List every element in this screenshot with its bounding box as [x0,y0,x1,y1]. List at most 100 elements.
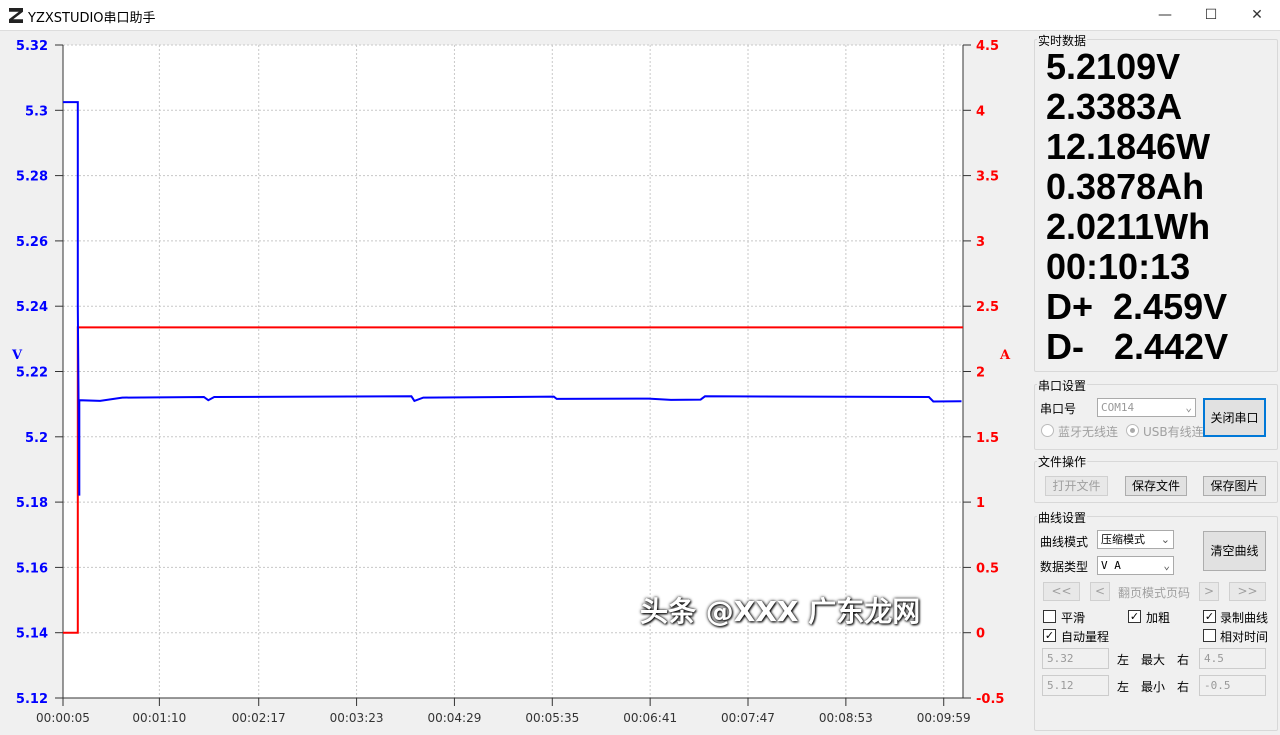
y-tick-label: 5.22 [16,366,48,381]
max-right-input[interactable]: 4.5 [1199,648,1266,669]
close-port-button[interactable]: 关闭串口 [1203,398,1266,437]
y-tick-label: 5.24 [16,300,48,315]
port-select[interactable]: COM14 ⌄ [1097,398,1196,417]
max-label: 最大 [1141,653,1166,667]
data-type-value: V A [1101,559,1121,572]
watermark: 头条 @XXX 广东龙网 [640,595,921,628]
bluetooth-radio[interactable] [1041,424,1054,437]
curve-mode-select[interactable]: 压缩模式 ⌄ [1097,530,1174,549]
x-tick-label: 00:05:35 [525,711,579,725]
max-left-input[interactable]: 5.32 [1042,648,1109,669]
y2-axis-label: A [999,348,1011,363]
y2-tick-label: 2 [976,366,985,381]
x-tick-label: 00:04:29 [427,711,481,725]
file-group [1034,461,1278,503]
relative-time-label: 相对时间 [1220,630,1269,644]
app-logo-icon [9,8,23,23]
realtime-value: 2.0211Wh [1046,206,1211,247]
realtime-value: D- 2.442V [1046,326,1229,367]
window-title: YZXSTUDIO串口助手 [28,11,156,26]
voltage-series-line [63,101,962,496]
x-tick-label: 00:01:10 [132,711,186,725]
y-tick-label: 5.2 [25,431,48,446]
close-button[interactable]: ✕ [1251,7,1263,23]
page-label: 翻页模式页码 [1118,586,1191,600]
bold-checkbox[interactable]: ✓ [1128,610,1141,623]
auto-range-label: 自动量程 [1061,630,1110,644]
realtime-title: 实时数据 [1037,32,1088,49]
y-tick-label: 5.28 [16,170,48,185]
last-page-button[interactable]: >> [1229,582,1266,601]
smooth-label: 平滑 [1061,611,1086,625]
x-tick-label: 00:07:47 [721,711,775,725]
x-tick-label: 00:09:59 [917,711,971,725]
min-right-input[interactable]: -0.5 [1199,675,1266,696]
port-label: 串口号 [1040,402,1077,416]
y2-tick-label: 1 [976,496,985,511]
next-page-button[interactable]: > [1199,582,1219,601]
serial-group [1034,384,1278,450]
x-tick-label: 00:06:41 [623,711,677,725]
open-file-button[interactable]: 打开文件 [1045,476,1108,496]
current-series-line [63,326,963,634]
y2-tick-label: 1.5 [976,431,999,446]
usb-radio[interactable] [1126,424,1139,437]
realtime-value: 00:10:13 [1046,246,1191,287]
curve-group [1034,516,1278,731]
save-file-button[interactable]: 保存文件 [1125,476,1187,496]
y2-tick-label: 4 [976,104,985,119]
y-tick-label: 5.16 [16,561,48,576]
min-left-label: 左 [1117,680,1130,694]
y-tick-label: 5.12 [16,692,48,707]
curve-mode-value: 压缩模式 [1101,533,1145,546]
relative-time-checkbox[interactable] [1203,629,1216,642]
check-icon: ✓ [1204,610,1215,623]
x-tick-label: 00:03:23 [330,711,384,725]
bluetooth-label: 蓝牙无线连 [1058,425,1119,439]
realtime-value: 2.3383A [1046,86,1183,127]
y-tick-label: 5.32 [16,39,48,54]
chevron-down-icon: ⌄ [1185,401,1192,414]
y2-tick-label: 3.5 [976,170,999,185]
realtime-value: 12.1846W [1046,126,1211,167]
usb-label: USB有线连 [1143,425,1204,439]
port-value: COM14 [1101,401,1135,414]
max-right-label: 右 [1177,653,1190,667]
minimize-button[interactable]: — [1158,7,1172,23]
y-tick-label: 5.14 [16,627,48,642]
first-page-button[interactable]: << [1043,582,1080,601]
title-bar: YZXSTUDIO串口助手 — ☐ ✕ [0,0,1280,31]
check-icon: ✓ [1044,629,1055,642]
realtime-value: D+ 2.459V [1046,286,1228,327]
y2-tick-label: 0 [976,627,985,642]
maximize-button[interactable]: ☐ [1204,7,1218,23]
bold-label: 加粗 [1146,611,1171,625]
chevron-down-icon: ⌄ [1163,559,1170,572]
y2-tick-label: 2.5 [976,300,999,315]
x-tick-label: 00:02:17 [232,711,286,725]
chevron-down-icon: ⌄ [1160,533,1170,546]
record-checkbox[interactable]: ✓ [1203,610,1216,623]
y2-tick-label: -0.5 [976,692,1004,707]
y-tick-label: 5.18 [16,496,48,511]
realtime-group [1034,39,1278,372]
curve-mode-label: 曲线模式 [1040,535,1089,549]
min-left-input[interactable]: 5.12 [1042,675,1109,696]
data-type-select[interactable]: V A ⌄ [1097,556,1174,575]
clear-curve-button[interactable]: 清空曲线 [1203,531,1266,571]
min-right-label: 右 [1177,680,1190,694]
max-left-label: 左 [1117,653,1130,667]
curve-title: 曲线设置 [1037,509,1088,526]
prev-page-button[interactable]: < [1090,582,1110,601]
x-tick-label: 00:08:53 [819,711,873,725]
y2-tick-label: 4.5 [976,39,999,54]
smooth-checkbox[interactable] [1043,610,1056,623]
y-tick-label: 5.3 [25,104,48,119]
file-title: 文件操作 [1037,453,1088,470]
data-type-label: 数据类型 [1040,560,1089,574]
record-label: 录制曲线 [1220,611,1269,625]
save-image-button[interactable]: 保存图片 [1203,476,1266,496]
auto-range-checkbox[interactable]: ✓ [1043,629,1056,642]
realtime-value: 5.2109V [1046,46,1181,87]
y2-tick-label: 0.5 [976,561,999,576]
